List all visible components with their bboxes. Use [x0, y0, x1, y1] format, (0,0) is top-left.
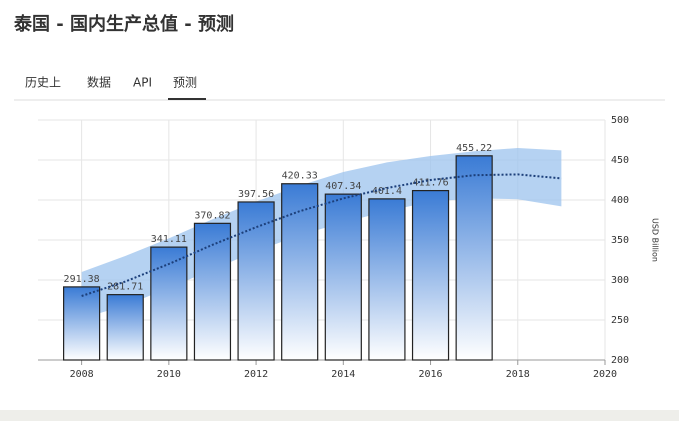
bar — [106, 294, 144, 361]
x-tick-label: 2020 — [593, 369, 617, 380]
x-tick-label: 2010 — [157, 369, 181, 380]
y-tick-label: 450 — [611, 155, 629, 166]
bar — [411, 189, 450, 361]
y-tick-label: 500 — [611, 115, 629, 126]
tab[interactable]: 数据 — [87, 75, 111, 90]
bar — [193, 222, 232, 361]
bar — [455, 155, 493, 361]
y-tick-label: 400 — [611, 195, 629, 206]
value-label: 397.56 — [238, 189, 274, 200]
y-tick-label: 350 — [611, 235, 629, 246]
x-tick-label: 2014 — [331, 369, 355, 380]
value-label: 281.71 — [107, 282, 143, 293]
value-label: 291.38 — [64, 274, 100, 285]
x-tick-label: 2008 — [70, 369, 94, 380]
bar — [237, 201, 275, 361]
value-label: 407.34 — [325, 181, 361, 192]
x-tick-label: 2012 — [244, 369, 268, 380]
value-label: 370.82 — [194, 210, 230, 221]
value-label: 455.22 — [456, 143, 492, 154]
y-tick-label: 250 — [611, 315, 629, 326]
trend-line — [81, 173, 562, 297]
y-tick-label: 200 — [611, 355, 629, 366]
x-tick-label: 2016 — [418, 369, 442, 380]
tab[interactable]: 预测 — [173, 76, 197, 90]
page-title: 泰国 - 国内生产总值 - 预测 — [13, 13, 234, 35]
value-label: 420.33 — [282, 171, 318, 182]
bar — [324, 193, 362, 361]
bar — [150, 246, 188, 361]
value-label: 401.4 — [372, 186, 402, 197]
footer-bar — [0, 410, 679, 421]
value-label: 341.11 — [151, 234, 187, 245]
bar — [368, 198, 406, 361]
tab[interactable]: 历史上 — [25, 76, 61, 90]
y-axis-label: USD Billion — [651, 218, 660, 262]
tab[interactable]: API — [133, 76, 152, 90]
bar — [281, 183, 319, 361]
bar — [63, 286, 101, 361]
y-tick-label: 300 — [611, 275, 629, 286]
value-label: 411.76 — [412, 178, 448, 189]
x-tick-label: 2018 — [506, 369, 530, 380]
